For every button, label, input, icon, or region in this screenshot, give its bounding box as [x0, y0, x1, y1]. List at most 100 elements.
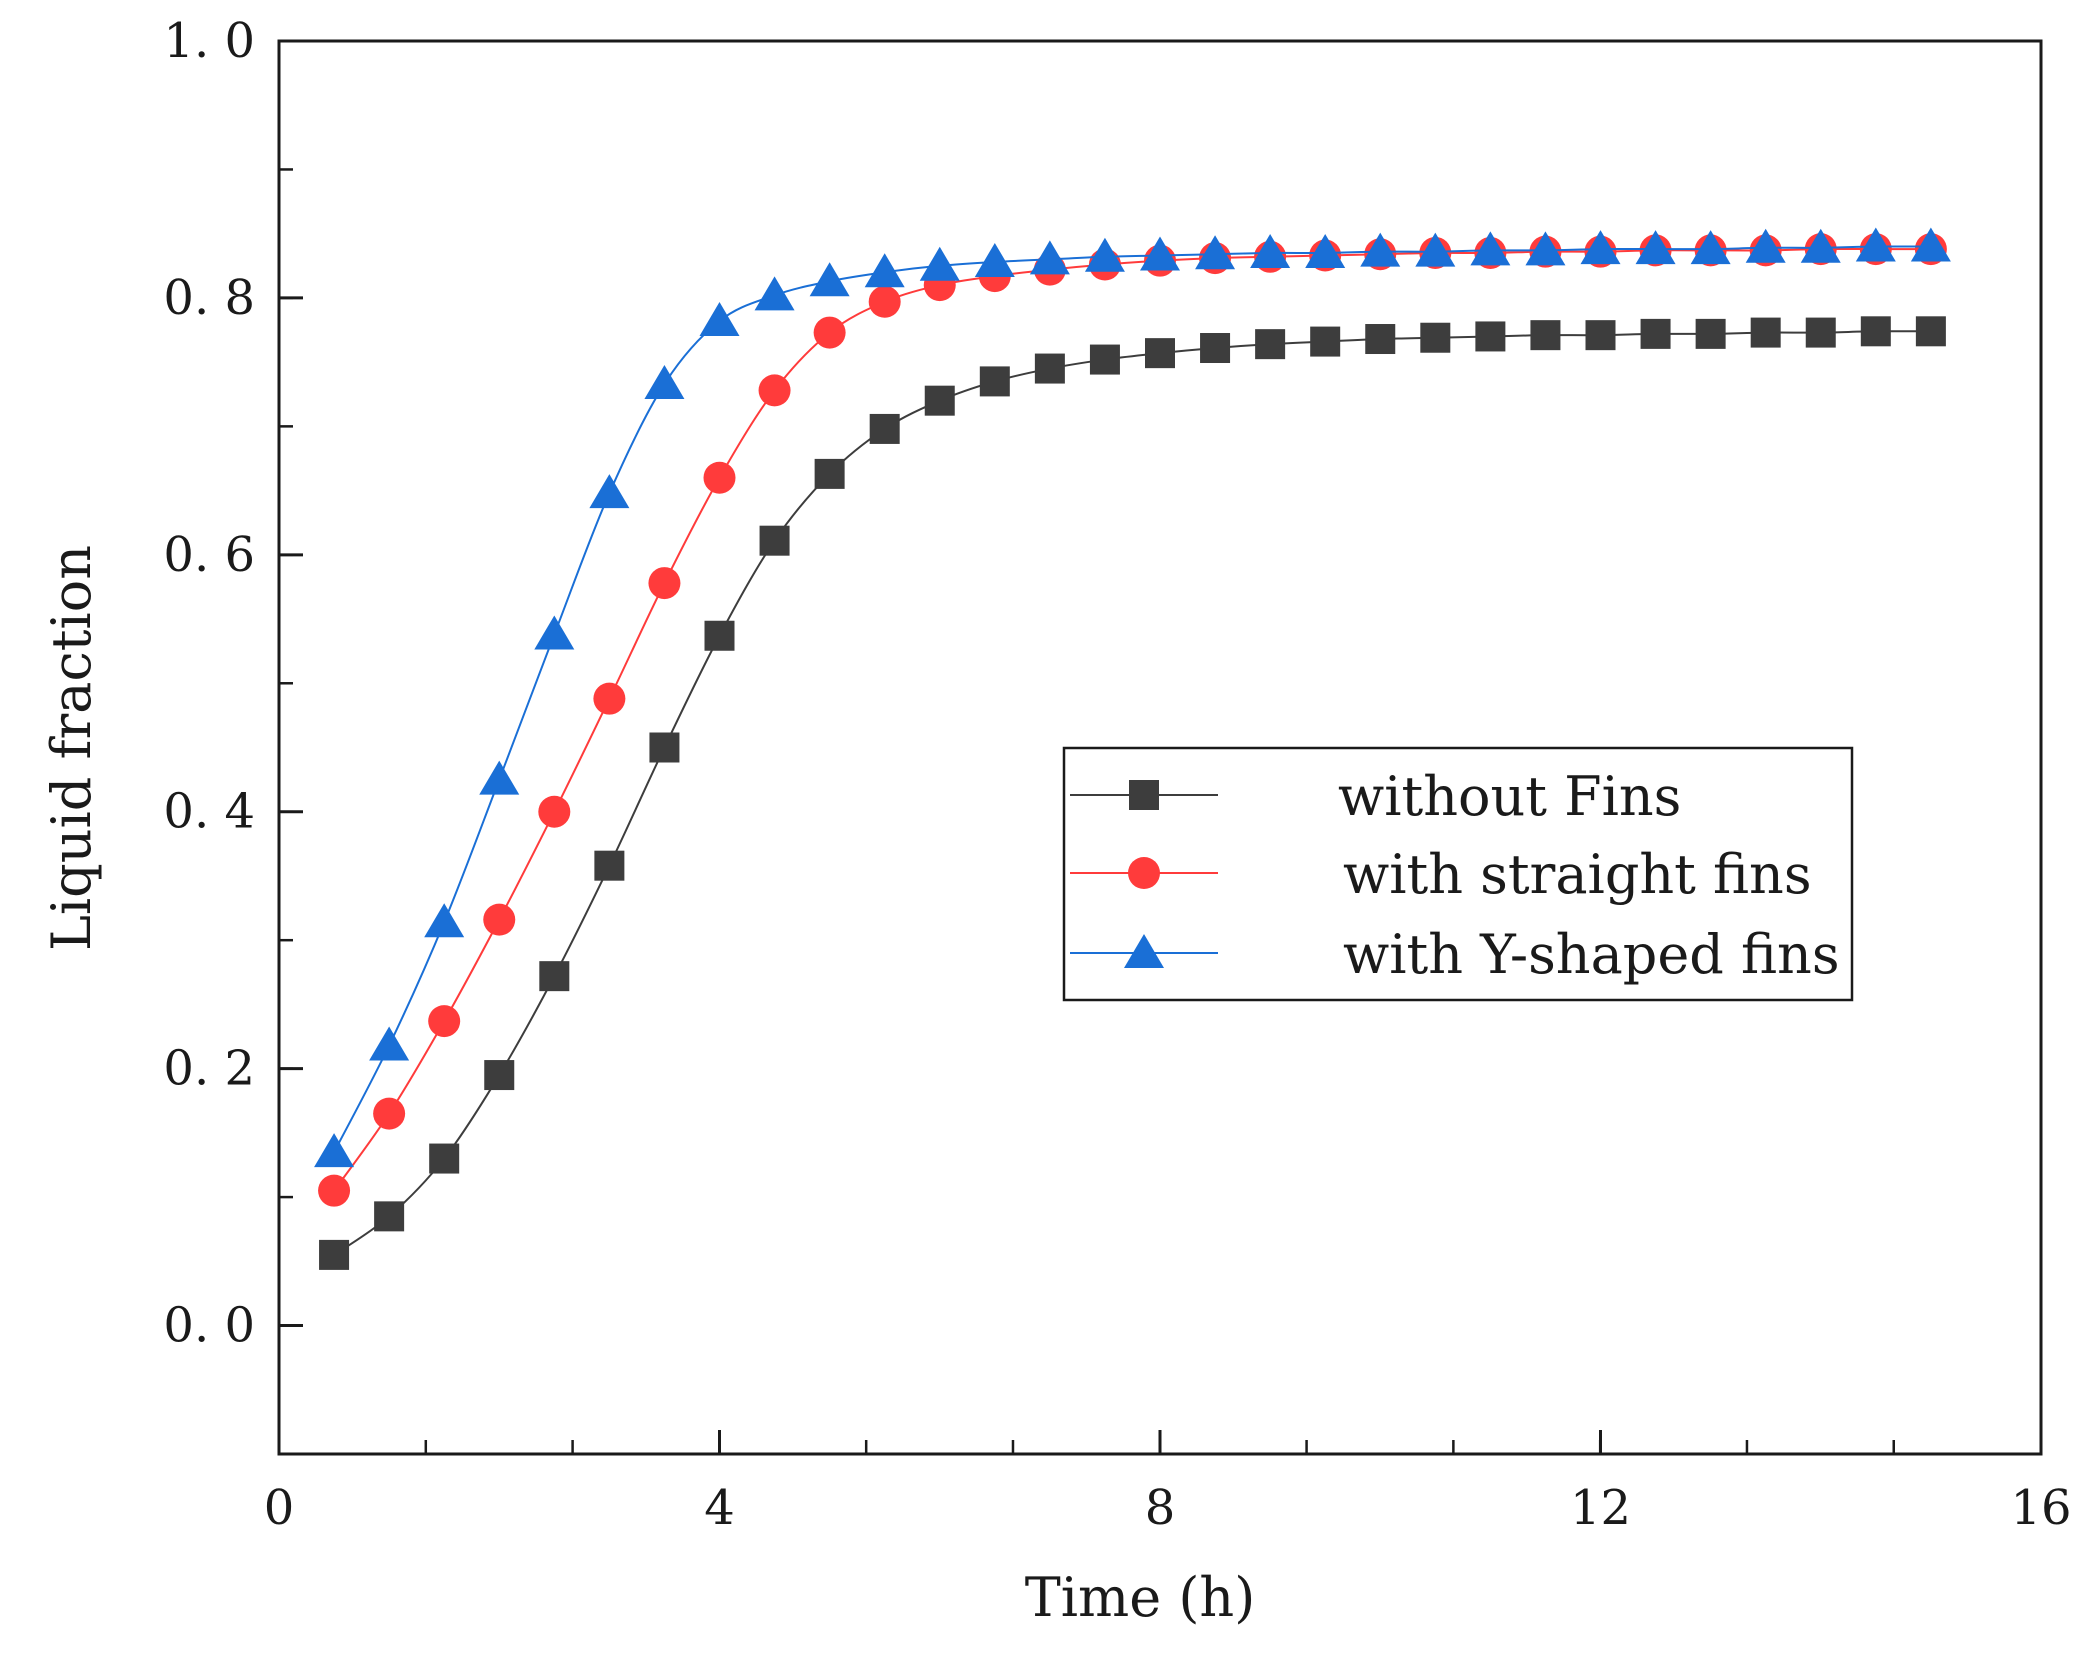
- data-point-circle: [483, 903, 516, 936]
- data-point-triangle: [1855, 227, 1896, 262]
- data-point-triangle: [1525, 231, 1566, 266]
- x-tick-label: 0: [264, 1480, 295, 1536]
- data-point-square: [1695, 318, 1726, 349]
- data-point-square: [1475, 321, 1506, 352]
- data-point-triangle: [1910, 227, 1951, 262]
- legend-entry-with-straight-fins: with straight fins: [1070, 843, 1812, 906]
- data-point-circle: [538, 795, 571, 828]
- data-point-square: [594, 850, 625, 881]
- data-point-triangle: [1250, 233, 1291, 268]
- y-tick-label: 0. 0: [163, 1298, 255, 1354]
- series-with-straight-fins: [318, 233, 1947, 1207]
- major-ticks: [277, 39, 2043, 1454]
- data-point-square: [869, 413, 900, 444]
- series-line-with-straight-fins: [333, 248, 1931, 1192]
- legend-entry-with-y-shaped-fins: with Y-shaped fins: [1070, 923, 1840, 986]
- data-point-triangle: [424, 903, 465, 938]
- data-point-triangle: [1415, 232, 1456, 267]
- legend-label-without-fins: without Fins: [1338, 765, 1681, 828]
- data-point-square: [1750, 317, 1781, 348]
- data-point-square: [1365, 324, 1396, 355]
- data-point-square: [704, 620, 735, 651]
- data-point-triangle: [644, 364, 685, 399]
- data-point-circle: [703, 461, 736, 494]
- data-point-triangle: [1195, 235, 1236, 270]
- data-point-circle: [428, 1005, 461, 1038]
- data-point-square: [429, 1143, 460, 1174]
- data-point-circle: [758, 374, 791, 407]
- series-line-with-y-shaped-fins: [333, 245, 1931, 1153]
- data-point-square: [1915, 316, 1946, 347]
- legend-entry-without-fins: without Fins: [1070, 765, 1681, 828]
- data-point-triangle: [1690, 230, 1731, 265]
- series-layer: [314, 227, 1951, 1270]
- data-point-square: [759, 525, 790, 556]
- y-tick-label: 0. 2: [163, 1041, 255, 1097]
- data-point-triangle: [1470, 231, 1511, 266]
- data-point-triangle: [1745, 228, 1786, 263]
- data-point-triangle: [1360, 232, 1401, 267]
- y-tick-label: 0. 8: [163, 270, 255, 326]
- data-point-square: [1805, 317, 1836, 348]
- data-point-square: [1255, 329, 1286, 360]
- y-tick-label: 0. 4: [163, 784, 255, 840]
- series-with-y-shaped-fins: [314, 227, 1951, 1168]
- data-point-triangle: [1800, 228, 1841, 263]
- legend-marker-circle: [1128, 857, 1160, 889]
- data-point-triangle: [754, 276, 795, 311]
- data-point-square: [649, 732, 680, 763]
- data-point-square: [539, 961, 570, 992]
- data-point-square: [1089, 344, 1120, 375]
- data-point-triangle: [919, 246, 960, 281]
- data-point-square: [1860, 316, 1891, 347]
- data-point-triangle: [1635, 230, 1676, 265]
- x-tick-label: 4: [704, 1480, 735, 1536]
- data-point-square: [374, 1201, 405, 1232]
- data-point-triangle: [1029, 240, 1070, 275]
- legend-label-with-straight-fins: with straight fins: [1343, 843, 1812, 906]
- data-point-triangle: [809, 262, 850, 297]
- data-point-circle: [373, 1097, 406, 1130]
- data-point-triangle: [699, 302, 740, 337]
- data-point-square: [1640, 318, 1671, 349]
- data-point-triangle: [369, 1026, 410, 1061]
- legend-marker-triangle: [1124, 934, 1164, 968]
- data-point-circle: [318, 1174, 351, 1207]
- data-point-triangle: [864, 253, 905, 288]
- data-point-circle: [593, 682, 626, 715]
- y-tick-label: 1. 0: [163, 13, 255, 69]
- legend: without Fins with straight fins with Y-s…: [1062, 746, 1854, 1002]
- data-point-triangle: [1140, 236, 1180, 271]
- data-point-square: [979, 366, 1010, 397]
- data-point-triangle: [1084, 237, 1125, 272]
- data-point-triangle: [589, 474, 630, 509]
- x-tick-label: 16: [2010, 1480, 2071, 1536]
- data-point-square: [1200, 333, 1231, 364]
- data-point-square: [924, 385, 955, 416]
- tick-labels: 0 4 8 12 16 0. 0 0. 2 0. 4 0. 6 0. 8 1. 0: [163, 13, 2071, 1536]
- data-point-square: [1145, 338, 1175, 369]
- legend-label-with-y-shaped-fins: with Y-shaped fins: [1343, 923, 1840, 986]
- y-axis-title: Liquid fraction: [40, 545, 103, 951]
- data-point-square: [484, 1060, 515, 1091]
- data-point-square: [1530, 320, 1561, 351]
- series-without-fins: [319, 316, 1946, 1270]
- data-point-circle: [648, 567, 681, 600]
- data-point-square: [319, 1239, 350, 1270]
- legend-marker-square: [1129, 780, 1159, 810]
- data-point-triangle: [974, 242, 1015, 277]
- data-point-circle: [813, 316, 846, 349]
- data-point-circle: [868, 285, 901, 318]
- data-point-square: [1420, 322, 1451, 353]
- data-point-square: [1310, 326, 1341, 357]
- data-point-square: [1034, 353, 1065, 384]
- x-axis-title: Time (h): [1025, 1566, 1256, 1629]
- data-point-triangle: [534, 615, 575, 650]
- data-point-square: [1585, 320, 1616, 351]
- data-point-triangle: [1580, 230, 1621, 265]
- x-tick-label: 8: [1145, 1480, 1176, 1536]
- data-point-triangle: [1305, 233, 1346, 268]
- x-tick-label: 12: [1570, 1480, 1631, 1536]
